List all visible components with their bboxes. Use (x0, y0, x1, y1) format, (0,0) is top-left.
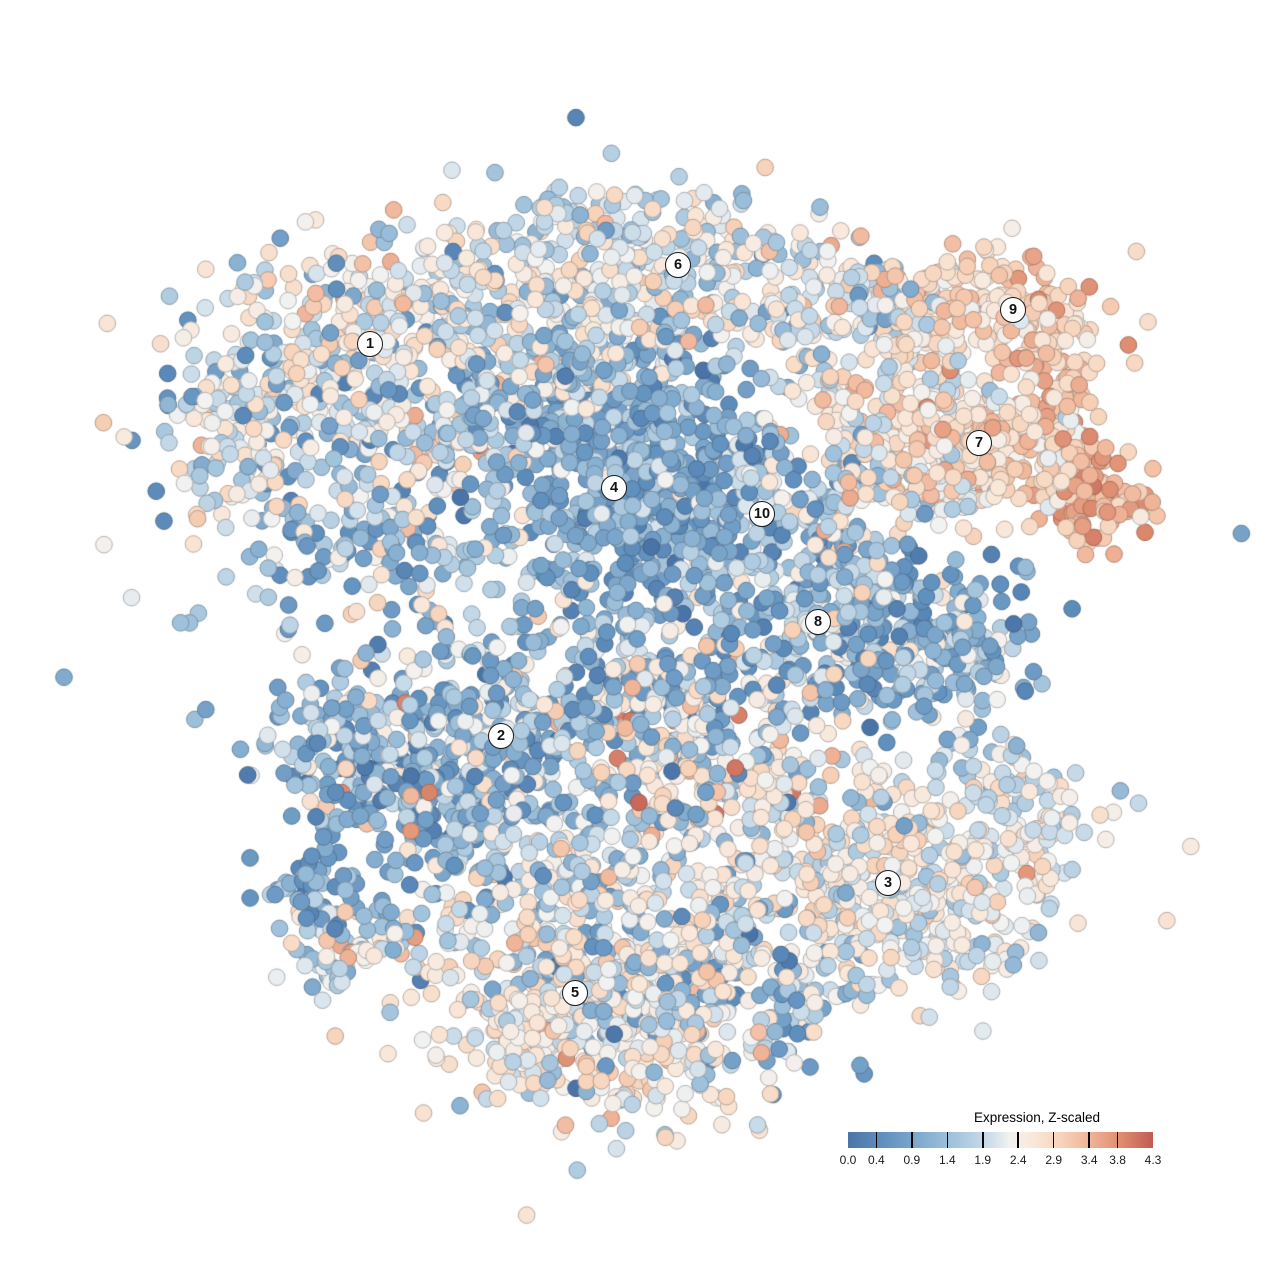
colorbar-tick-label: 1.9 (974, 1153, 992, 1167)
cluster-label-8: 8 (805, 609, 831, 635)
cluster-label-4: 4 (601, 475, 627, 501)
colorbar-tick-label: 2.4 (1009, 1153, 1027, 1167)
cluster-label-1: 1 (357, 331, 383, 357)
colorbar (848, 1132, 1153, 1148)
cluster-label-2: 2 (488, 723, 514, 749)
colorbar-tick (1116, 1132, 1119, 1148)
colorbar-tick-label: 0.4 (868, 1153, 885, 1167)
colorbar-tick (1052, 1132, 1055, 1148)
colorbar-tick-label: 1.4 (938, 1153, 956, 1167)
colorbar-tick (1017, 1132, 1020, 1148)
colorbar-tick-label: 3.4 (1080, 1153, 1098, 1167)
cluster-label-3: 3 (875, 870, 901, 896)
cluster-label-9: 9 (1000, 297, 1026, 323)
colorbar-tick-label: 0.0 (839, 1153, 857, 1167)
colorbar-tick (946, 1132, 949, 1148)
cluster-label-6: 6 (665, 252, 691, 278)
legend-title: Expression, Z-scaled (973, 1110, 1101, 1125)
cluster-label-5: 5 (562, 980, 588, 1006)
cluster-label-10: 10 (749, 501, 775, 527)
colorbar-tick (911, 1132, 913, 1148)
colorbar-tick (1088, 1132, 1090, 1148)
colorbar-tick-label: 3.8 (1109, 1153, 1126, 1167)
colorbar-tick-label: 2.9 (1045, 1153, 1063, 1167)
colorbar-tick (981, 1132, 984, 1148)
colorbar-tick-label: 0.9 (903, 1153, 921, 1167)
colorbar-tick (875, 1132, 878, 1148)
colorbar-tick-label: 4.3 (1144, 1153, 1162, 1167)
cluster-label-7: 7 (966, 430, 992, 456)
